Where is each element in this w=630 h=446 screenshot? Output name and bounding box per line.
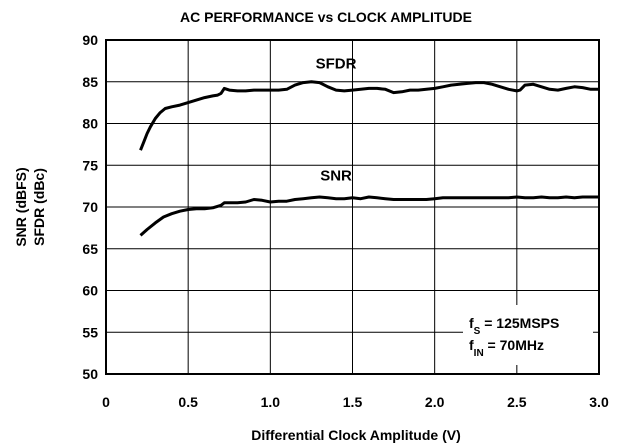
annotation-line1-symbol: f bbox=[469, 315, 474, 331]
y-axis-label-line: SNR (dBFS) bbox=[13, 167, 29, 246]
y-tick-label: 75 bbox=[82, 157, 98, 173]
plot-frame bbox=[105, 39, 600, 375]
annotation-line2-value: = 70MHz bbox=[484, 337, 544, 353]
grid-lines bbox=[105, 39, 600, 375]
series-lines bbox=[139, 80, 599, 237]
snr-series-label: SNR bbox=[320, 167, 352, 184]
x-tick-label: 2.5 bbox=[507, 394, 527, 410]
x-tick-label: 2.0 bbox=[425, 394, 445, 410]
y-tick-label: 50 bbox=[82, 366, 98, 382]
x-tick-label: 1.5 bbox=[343, 394, 363, 410]
x-tick-label: 3.0 bbox=[589, 394, 609, 410]
y-tick-label: 65 bbox=[82, 241, 98, 257]
sfdr-line bbox=[139, 80, 599, 151]
y-tick-label: 60 bbox=[82, 283, 98, 299]
annotation-background bbox=[463, 305, 593, 365]
series-labels: SFDR SNR bbox=[316, 55, 357, 184]
chart-title: AC PERFORMANCE vs CLOCK AMPLITUDE bbox=[180, 9, 472, 25]
sfdr-series-label: SFDR bbox=[316, 55, 357, 72]
y-tick-label: 70 bbox=[82, 199, 98, 215]
annotation-line1-value: = 125MSPS bbox=[480, 315, 559, 331]
annotation-line2: fIN = 70MHz bbox=[469, 337, 544, 359]
y-tick-label: 55 bbox=[82, 324, 98, 340]
annotation-line2-subscript: IN bbox=[474, 348, 484, 359]
y-tick-label: 80 bbox=[82, 116, 98, 132]
annotation-line1: fS = 125MSPS bbox=[469, 315, 559, 337]
y-axis-label-line: SFDR (dBc) bbox=[31, 168, 47, 246]
y-tick-label: 85 bbox=[82, 74, 98, 90]
x-tick-label: 0.5 bbox=[178, 394, 198, 410]
y-tick-label: 90 bbox=[82, 32, 98, 48]
x-axis-label: Differential Clock Amplitude (V) bbox=[251, 427, 461, 443]
snr-line bbox=[139, 195, 599, 237]
annotation-line2-symbol: f bbox=[469, 337, 474, 353]
x-tick-label: 0 bbox=[102, 394, 110, 410]
x-tick-labels: 0 0.5 1.0 1.5 2.0 2.5 3.0 bbox=[102, 394, 609, 410]
y-tick-labels: 90 85 80 75 70 65 60 55 50 bbox=[82, 32, 98, 382]
annotation-line1-subscript: S bbox=[474, 326, 481, 337]
y-axis-label: SNR (dBFS) SFDR (dBc) bbox=[13, 167, 47, 246]
x-tick-label: 1.0 bbox=[261, 394, 281, 410]
